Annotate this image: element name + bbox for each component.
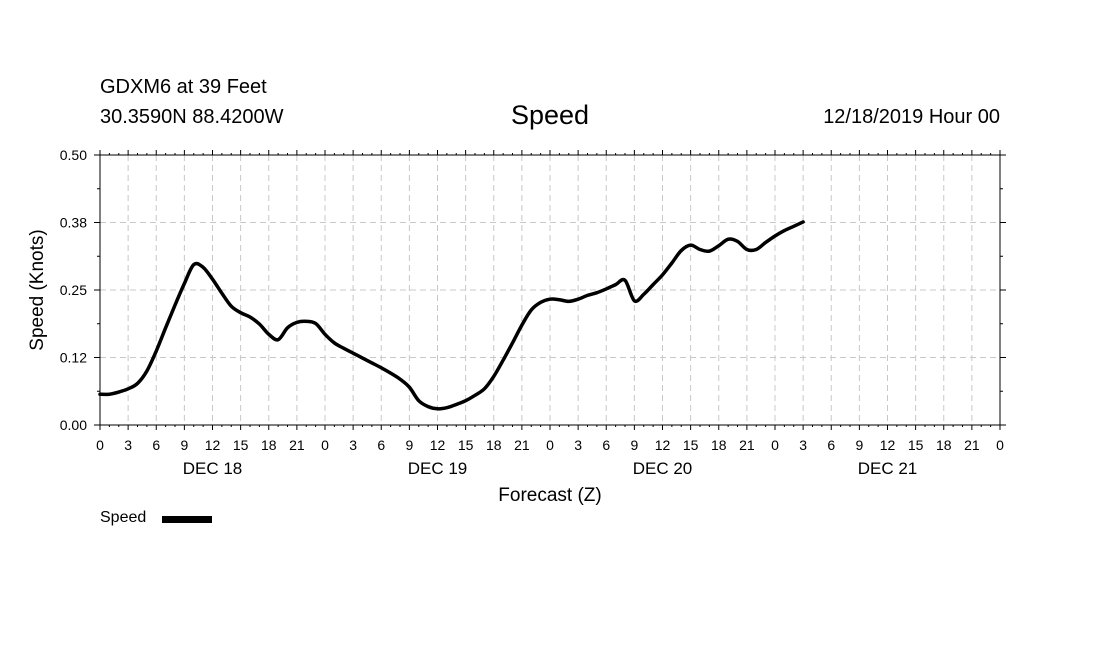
x-tick-label: 15 bbox=[908, 437, 924, 453]
x-tick-label: 3 bbox=[574, 437, 582, 453]
legend-swatch-speed bbox=[162, 516, 212, 523]
x-tick-label: 3 bbox=[349, 437, 357, 453]
x-tick-label: 6 bbox=[827, 437, 835, 453]
day-label: DEC 21 bbox=[858, 459, 918, 478]
x-tick-label: 6 bbox=[152, 437, 160, 453]
y-tick-label: 0.38 bbox=[60, 215, 87, 231]
day-label: DEC 19 bbox=[408, 459, 468, 478]
legend-label: Speed bbox=[100, 509, 147, 526]
x-tick-label: 21 bbox=[739, 437, 755, 453]
forecast-date-label: 12/18/2019 Hour 00 bbox=[823, 106, 1000, 128]
x-tick-label: 0 bbox=[546, 437, 554, 453]
y-tick-label: 0.12 bbox=[60, 350, 87, 366]
x-tick-label: 15 bbox=[233, 437, 249, 453]
x-tick-label: 9 bbox=[630, 437, 638, 453]
x-tick-label: 0 bbox=[771, 437, 779, 453]
chart-title: Speed bbox=[510, 100, 590, 130]
x-tick-label: 9 bbox=[855, 437, 863, 453]
x-tick-label: 6 bbox=[602, 437, 610, 453]
x-tick-label: 0 bbox=[96, 437, 104, 453]
y-tick-label: 0.00 bbox=[60, 417, 87, 433]
coordinates-label: 30.3590N 88.4200W bbox=[100, 106, 284, 128]
x-tick-label: 12 bbox=[205, 437, 221, 453]
x-tick-label: 9 bbox=[180, 437, 188, 453]
y-tick-label: 0.25 bbox=[60, 282, 87, 298]
x-tick-label: 12 bbox=[430, 437, 446, 453]
x-tick-label: 6 bbox=[377, 437, 385, 453]
x-tick-label: 18 bbox=[486, 437, 502, 453]
x-tick-label: 21 bbox=[289, 437, 305, 453]
y-tick-label: 0.50 bbox=[60, 147, 87, 163]
x-tick-label: 0 bbox=[996, 437, 1004, 453]
x-tick-label: 3 bbox=[799, 437, 807, 453]
series-line-speed bbox=[98, 220, 805, 411]
x-tick-label: 12 bbox=[880, 437, 896, 453]
day-label: DEC 20 bbox=[633, 459, 693, 478]
x-tick-label: 18 bbox=[711, 437, 727, 453]
x-tick-label: 9 bbox=[405, 437, 413, 453]
x-tick-label: 15 bbox=[683, 437, 699, 453]
station-label: GDXM6 at 39 Feet bbox=[100, 76, 267, 98]
x-tick-label: 12 bbox=[655, 437, 671, 453]
x-tick-label: 21 bbox=[514, 437, 530, 453]
x-tick-label: 15 bbox=[458, 437, 474, 453]
x-axis-label: Forecast (Z) bbox=[498, 485, 601, 506]
x-tick-label: 21 bbox=[964, 437, 980, 453]
x-tick-label: 18 bbox=[936, 437, 952, 453]
y-axis-label: Speed (Knots) bbox=[27, 229, 48, 350]
x-tick-label: 0 bbox=[321, 437, 329, 453]
x-tick-label: 18 bbox=[261, 437, 277, 453]
x-tick-label: 3 bbox=[124, 437, 132, 453]
day-label: DEC 18 bbox=[183, 459, 243, 478]
